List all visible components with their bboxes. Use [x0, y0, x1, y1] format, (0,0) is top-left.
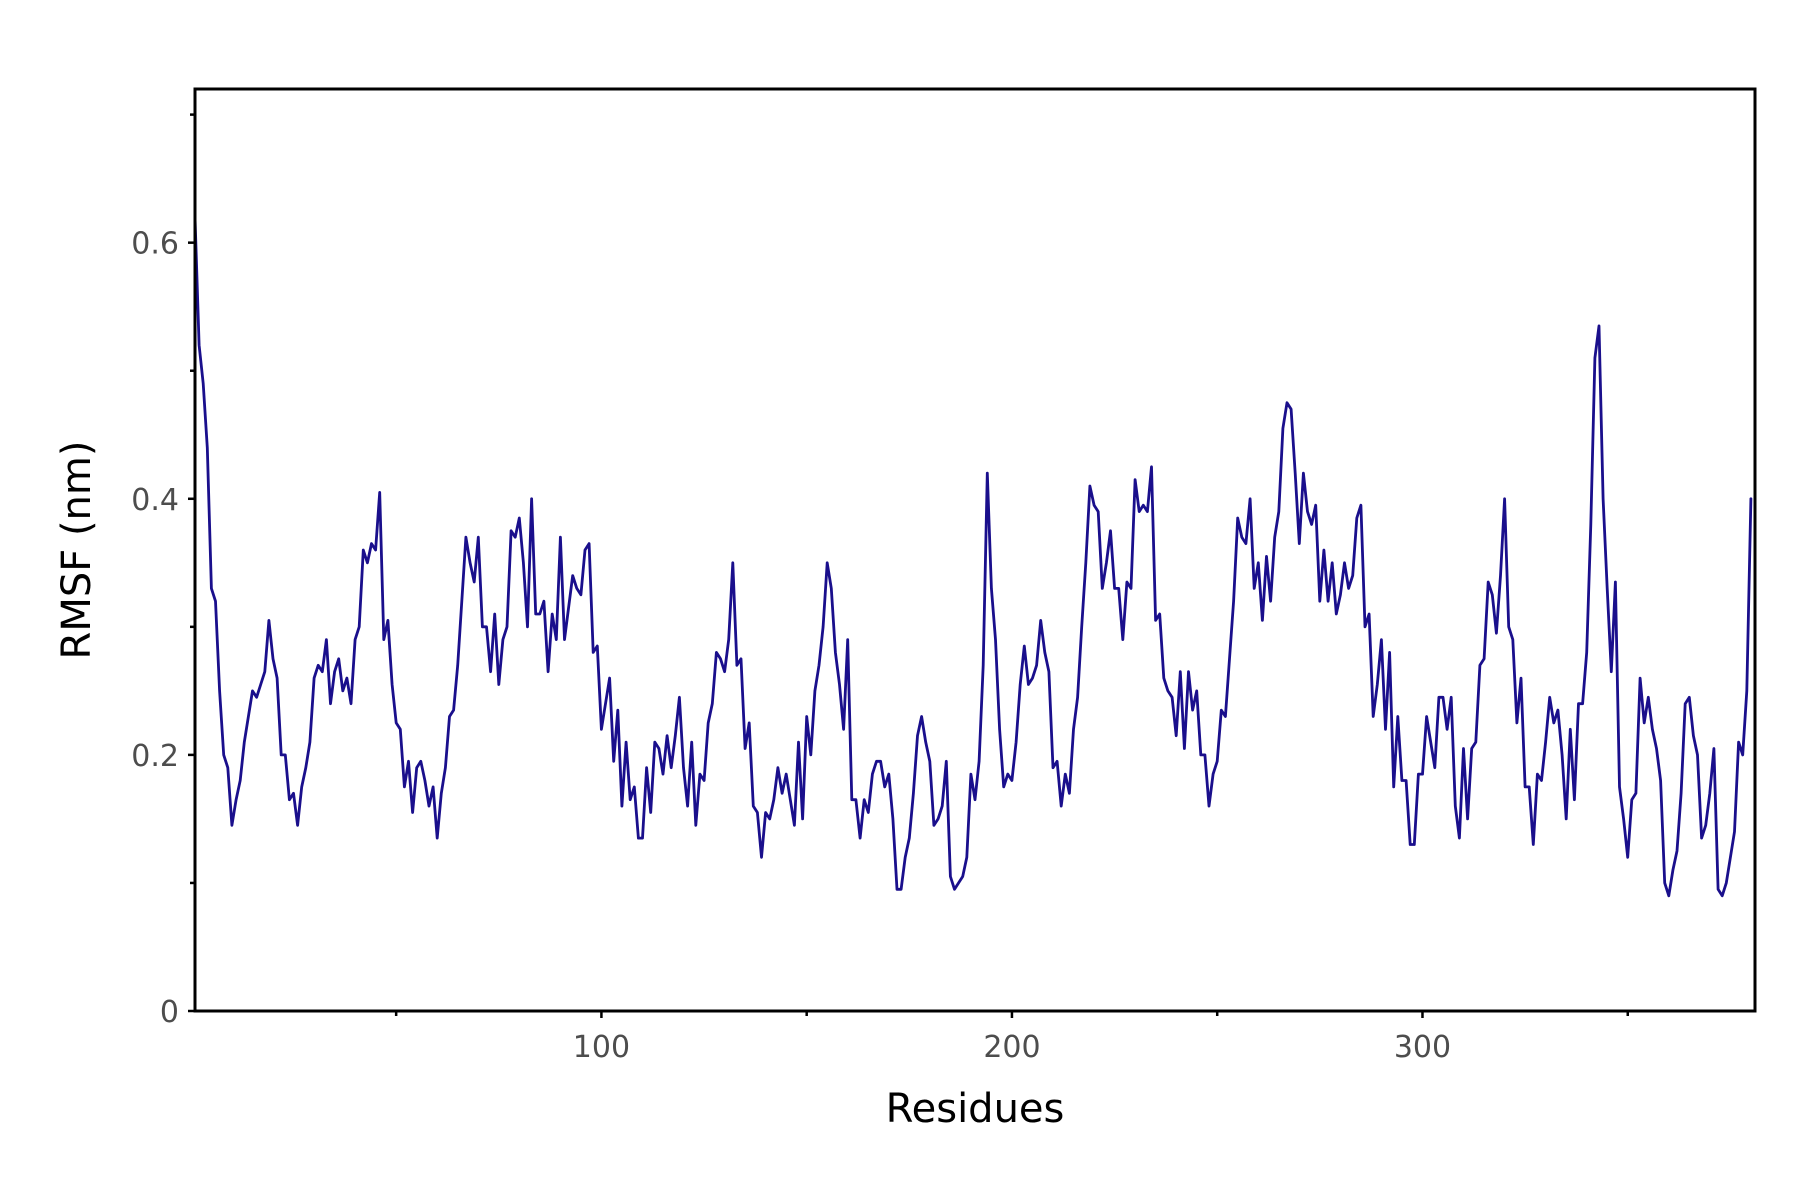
x-tick-label: 200	[983, 1030, 1040, 1065]
x-axis-ticks: 100 200 300	[394, 1011, 1629, 1065]
x-tick-label: 100	[573, 1030, 630, 1065]
plot-frame	[193, 87, 1757, 1013]
rmsf-series-line	[193, 215, 1753, 898]
x-axis-title: Residues	[886, 1086, 1065, 1132]
y-tick-label: 0.6	[131, 227, 179, 262]
y-axis-ticks: 0 0.2 0.4 0.6	[131, 113, 195, 1030]
x-tick-label: 300	[1394, 1030, 1451, 1065]
y-axis-title: RMSF (nm)	[54, 441, 100, 660]
y-tick-label: 0.2	[131, 739, 179, 774]
y-tick-label: 0.4	[131, 483, 179, 518]
y-tick-label: 0	[160, 995, 179, 1030]
